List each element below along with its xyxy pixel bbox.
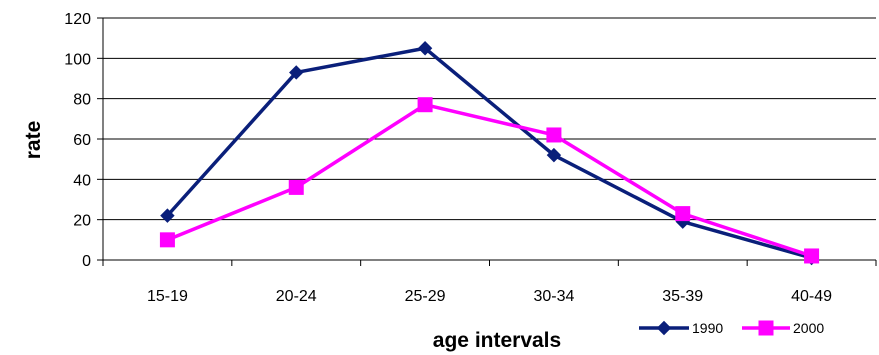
series-line bbox=[166, 46, 813, 260]
data-point bbox=[546, 147, 562, 163]
data-point bbox=[288, 179, 304, 195]
x-tick-labels: 15-19 20-24 25-29 30-34 35-39 40-49 bbox=[147, 288, 832, 305]
series-1990 bbox=[160, 41, 819, 266]
legend-item-1990: 1990 bbox=[639, 320, 723, 336]
y-tick-labels: 0 20 40 60 80 100 120 bbox=[64, 11, 91, 270]
series-2000 bbox=[159, 97, 820, 264]
axes bbox=[97, 17, 877, 266]
data-series bbox=[159, 41, 820, 266]
legend-label: 1990 bbox=[692, 320, 723, 336]
data-point bbox=[160, 208, 175, 223]
x-tick-label: 35-39 bbox=[662, 288, 703, 305]
y-tick-label: 40 bbox=[73, 172, 91, 189]
legend-marker bbox=[758, 320, 774, 336]
gridlines bbox=[103, 17, 876, 221]
y-tick-label: 80 bbox=[73, 92, 91, 109]
legend-label: 2000 bbox=[793, 320, 824, 336]
x-tick-label: 25-29 bbox=[405, 288, 446, 305]
x-tick-label: 30-34 bbox=[533, 288, 574, 305]
y-tick-label: 60 bbox=[73, 132, 91, 149]
data-point bbox=[289, 65, 304, 80]
legend: 1990 2000 bbox=[639, 320, 824, 336]
data-point bbox=[546, 127, 562, 143]
y-axis-title: rate bbox=[22, 121, 45, 160]
data-point bbox=[675, 206, 691, 222]
y-tick-label: 100 bbox=[64, 51, 91, 68]
data-point bbox=[417, 97, 433, 113]
data-point bbox=[417, 41, 433, 56]
data-point bbox=[804, 248, 820, 264]
legend-item-2000: 2000 bbox=[742, 320, 824, 336]
x-tick-label: 20-24 bbox=[276, 288, 317, 305]
x-tick-label: 15-19 bbox=[147, 288, 188, 305]
y-tick-label: 20 bbox=[73, 213, 91, 230]
data-point bbox=[159, 232, 175, 248]
y-tick-label: 0 bbox=[82, 253, 91, 270]
x-tick-label: 40-49 bbox=[791, 288, 832, 305]
legend-marker bbox=[656, 320, 672, 336]
series-line bbox=[166, 102, 813, 258]
y-tick-label: 120 bbox=[64, 11, 91, 28]
x-axis-title: age intervals bbox=[433, 329, 561, 352]
